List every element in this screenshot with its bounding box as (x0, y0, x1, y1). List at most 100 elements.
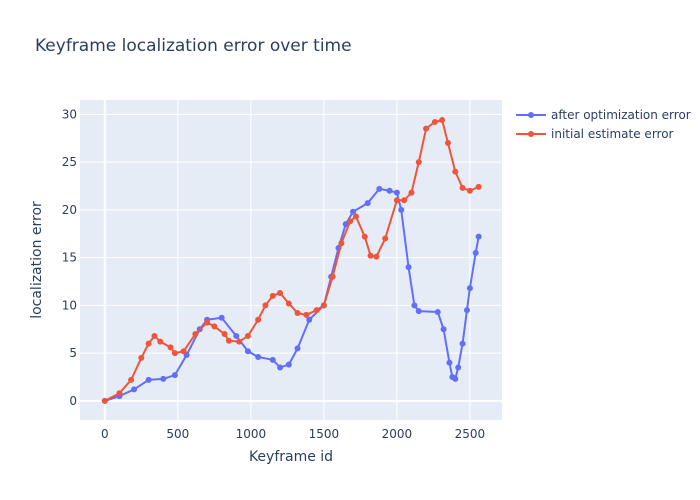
x-axis-title: Keyframe id (249, 449, 333, 465)
data-point (415, 308, 422, 315)
data-point (167, 344, 174, 351)
x-tick-label: 0 (101, 427, 109, 441)
data-point (475, 183, 482, 190)
data-point (446, 359, 453, 366)
data-point (294, 345, 301, 352)
x-tick-label: 2000 (382, 427, 413, 441)
y-tick-label: 20 (62, 203, 77, 217)
legend-label: after optimization error (551, 108, 691, 122)
y-axis-ticks: 0 5 10 15 20 25 30 (62, 107, 77, 408)
x-tick-label: 2500 (455, 427, 486, 441)
data-point (408, 189, 415, 196)
data-point (225, 337, 232, 344)
data-point (386, 187, 393, 194)
chart-title: Keyframe localization error over time (35, 36, 352, 56)
data-point (423, 125, 430, 132)
data-point (192, 331, 199, 338)
legend-swatch-marker (528, 131, 534, 137)
data-point (452, 375, 459, 382)
data-point (401, 197, 408, 204)
data-point (376, 185, 383, 192)
data-point (347, 218, 354, 225)
data-point (221, 331, 228, 338)
data-point (444, 139, 451, 146)
series-line (104, 119, 480, 402)
data-point (431, 118, 438, 125)
data-point (459, 340, 466, 347)
data-point (157, 338, 164, 345)
data-point (101, 397, 108, 404)
data-point (211, 323, 218, 330)
data-point (455, 364, 462, 371)
data-point (329, 273, 336, 280)
data-point (128, 376, 135, 383)
legend-item[interactable]: initial estimate error (516, 127, 674, 141)
data-point (306, 316, 313, 323)
y-tick-label: 0 (69, 394, 77, 408)
legend-item[interactable]: after optimization error (516, 108, 691, 122)
data-point (398, 206, 405, 213)
data-point (236, 338, 243, 345)
data-point (277, 364, 284, 371)
x-tick-label: 500 (166, 427, 189, 441)
data-point (382, 235, 389, 242)
data-point (285, 300, 292, 307)
y-tick-label: 25 (62, 155, 77, 169)
legend-label: initial estimate error (551, 127, 674, 141)
data-point (255, 316, 262, 323)
x-tick-label: 1500 (309, 427, 340, 441)
x-axis-ticks: 0 500 1000 1500 2000 2500 (101, 427, 485, 441)
data-point (138, 354, 145, 361)
data-point (131, 386, 138, 393)
data-point (472, 249, 479, 256)
data-point (244, 332, 251, 339)
data-point (244, 348, 251, 355)
data-point (116, 390, 123, 397)
data-point (255, 353, 262, 360)
data-point (338, 240, 345, 247)
plot-area (80, 100, 502, 420)
data-point (269, 292, 276, 299)
data-point (434, 309, 441, 316)
data-point (475, 233, 482, 240)
data-point (405, 264, 412, 271)
data-point (367, 252, 374, 259)
data-point (393, 189, 400, 196)
data-point (313, 307, 320, 314)
data-point (277, 289, 284, 296)
y-tick-label: 5 (69, 346, 77, 360)
y-axis-title: localization error (29, 201, 45, 319)
data-point (452, 168, 459, 175)
data-point (463, 307, 470, 314)
data-point (393, 197, 400, 204)
data-point (415, 159, 422, 166)
data-point (352, 213, 359, 220)
data-point (180, 348, 187, 355)
data-point (303, 311, 310, 318)
data-point (373, 253, 380, 260)
data-point (145, 376, 152, 383)
data-point (160, 375, 167, 382)
data-point (361, 233, 368, 240)
y-tick-label: 10 (62, 298, 77, 312)
series-1 (101, 117, 482, 404)
data-point (320, 302, 327, 309)
data-point (294, 310, 301, 317)
data-point (262, 302, 269, 309)
data-point (171, 372, 178, 379)
grid-lines (80, 100, 502, 420)
legend: after optimization error initial estimate… (516, 108, 691, 141)
data-point (233, 332, 240, 339)
data-point (285, 361, 292, 368)
data-point (466, 285, 473, 292)
data-point (466, 187, 473, 194)
series-layer (101, 117, 482, 404)
data-point (171, 350, 178, 357)
data-point (459, 184, 466, 191)
x-tick-label: 1000 (236, 427, 267, 441)
y-tick-label: 15 (62, 251, 77, 265)
data-point (439, 117, 446, 124)
data-point (411, 302, 418, 309)
data-point (269, 356, 276, 363)
